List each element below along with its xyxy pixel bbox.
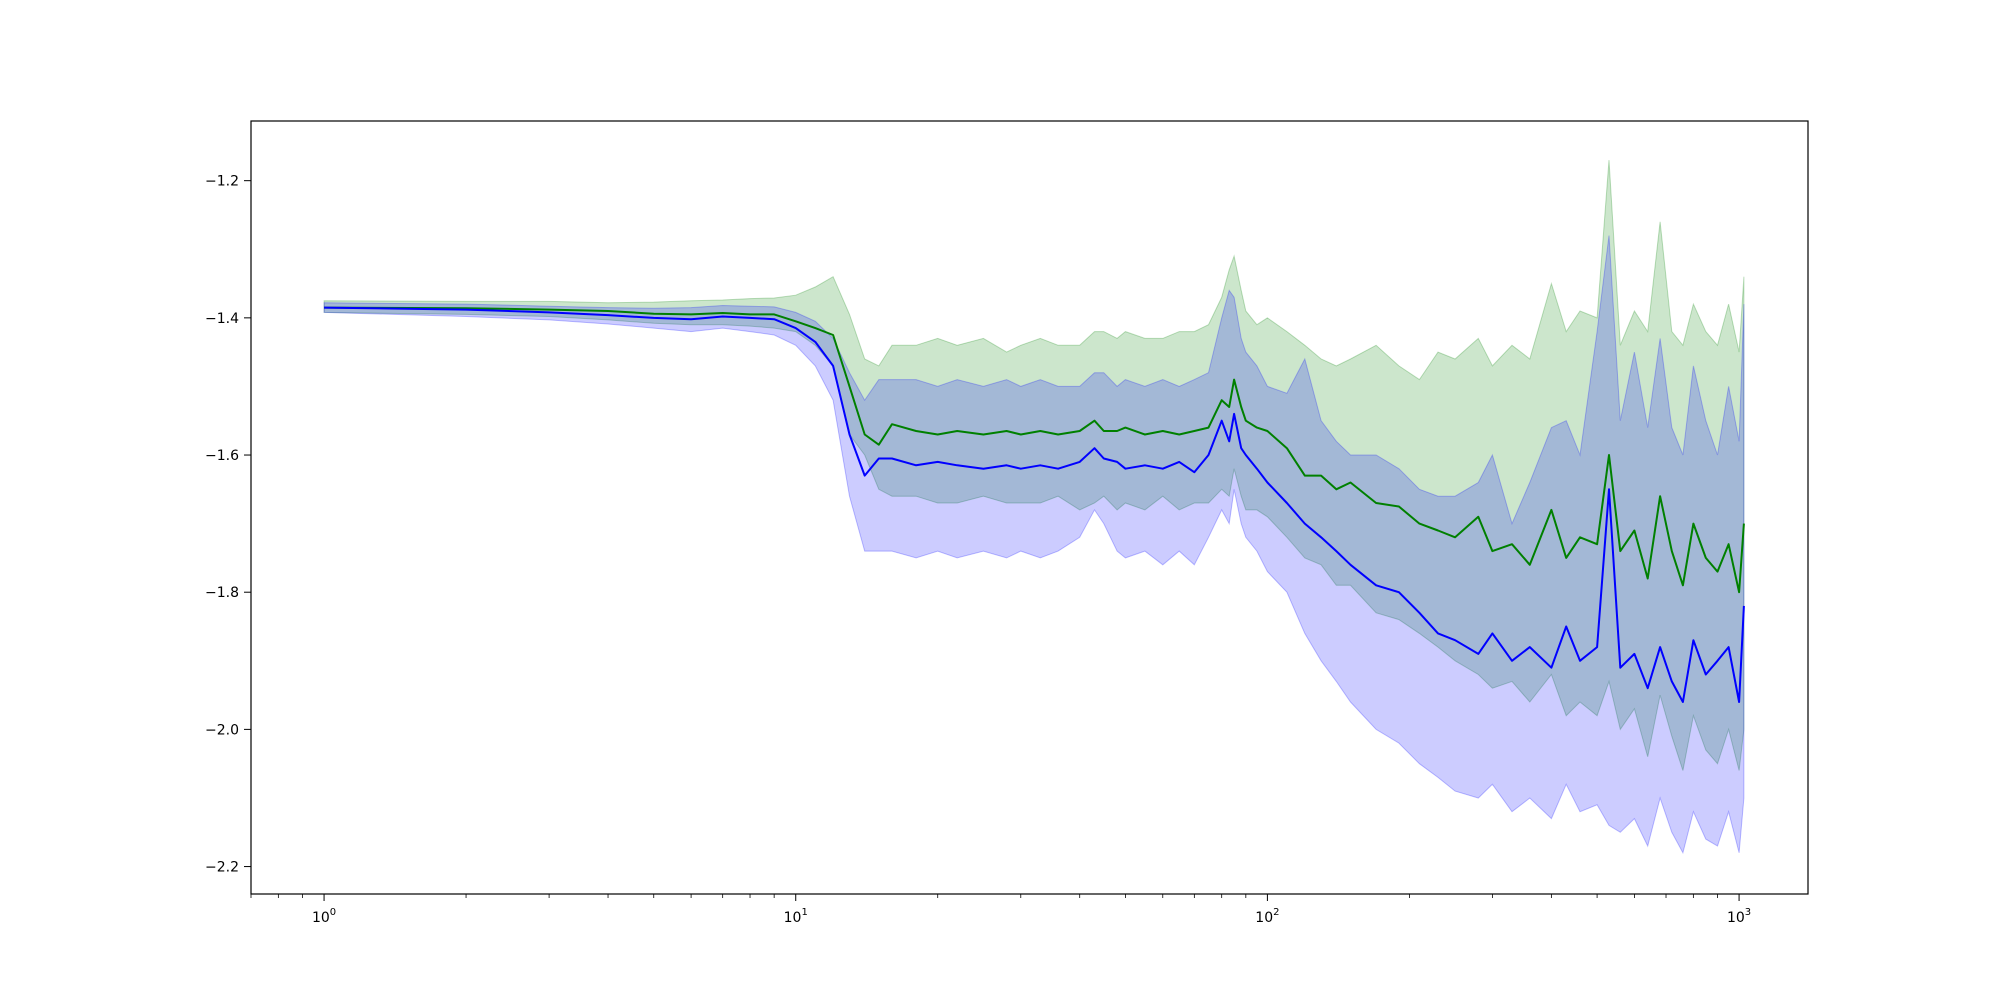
series-2-band: [323, 235, 1745, 855]
y-tick-label: −1.4: [205, 311, 239, 327]
y-axis: −1.2 −1.4 −1.6 −1.8 −2.0 −2.2: [205, 174, 251, 876]
y-tick-label: −1.2: [205, 174, 239, 190]
x-tick-label: 100: [312, 907, 336, 926]
plot-area-frame: [250, 120, 1809, 895]
x-tick-label: 103: [1727, 907, 1751, 926]
y-tick-label: −1.8: [205, 585, 239, 601]
y-tick-label: −1.6: [205, 448, 239, 464]
mean-lines: [324, 306, 1745, 703]
confidence-bands: [323, 160, 1745, 855]
y-tick-label: −2.0: [205, 722, 239, 738]
x-tick-label: 102: [1255, 907, 1279, 926]
y-tick-label: −2.2: [205, 860, 239, 876]
series-2-line: [324, 306, 1745, 703]
x-axis: 100 101 102 103: [250, 894, 1751, 926]
series-1-band: [323, 160, 1745, 771]
series-1-line: [324, 306, 1745, 594]
x-tick-label: 101: [784, 907, 808, 926]
